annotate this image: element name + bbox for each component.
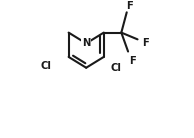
Text: N: N xyxy=(82,38,90,48)
Text: F: F xyxy=(142,38,149,48)
Text: F: F xyxy=(129,56,135,66)
Text: Cl: Cl xyxy=(111,63,121,73)
Text: Cl: Cl xyxy=(40,61,51,71)
Text: F: F xyxy=(126,1,133,11)
